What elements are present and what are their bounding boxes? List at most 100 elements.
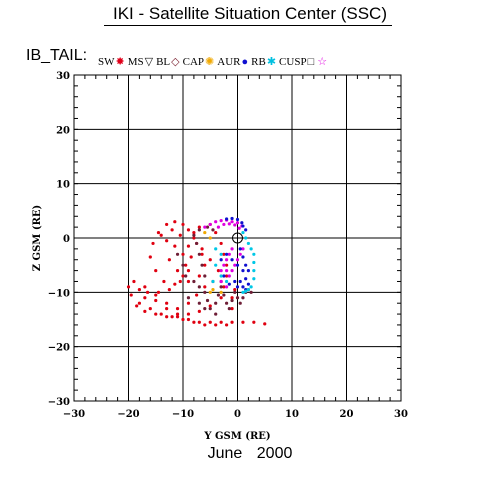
data-point-sw: [203, 323, 207, 327]
data-point-rb: [252, 260, 256, 265]
y-tick-label: 0: [63, 234, 70, 245]
data-point-sw: [214, 230, 218, 235]
data-point-aur: [240, 221, 244, 225]
data-point-mp: [219, 279, 223, 284]
data-point-bl: [197, 285, 201, 289]
y-axis-label: Z GSM (RE): [32, 205, 43, 272]
x-tick-label: −20: [117, 409, 139, 420]
data-point-rb: [252, 269, 256, 273]
data-point-sw: [143, 296, 147, 300]
data-point-sw: [192, 230, 196, 235]
data-point-aur: [241, 285, 245, 289]
data-point-bl: [205, 298, 210, 303]
data-point-sw: [126, 285, 131, 289]
data-point-mp: [227, 252, 231, 256]
date-caption: June 2000: [207, 445, 293, 462]
x-tick-label: 20: [340, 409, 354, 420]
data-point-sw: [192, 320, 196, 324]
data-point-rb: [249, 285, 253, 289]
data-point-sw: [252, 320, 256, 324]
data-point-sw: [175, 269, 180, 273]
legend-label-cap: CAP: [182, 55, 205, 68]
data-point-mp: [222, 263, 226, 267]
data-point-sw: [148, 255, 152, 259]
data-point-sw: [137, 288, 141, 292]
data-point-rb: [244, 236, 248, 240]
data-point-mp: [230, 247, 234, 251]
data-point-aur: [235, 217, 240, 222]
x-tick-label: −30: [63, 409, 85, 420]
star-icon: ✸: [115, 56, 125, 68]
data-point-sw: [225, 263, 229, 267]
data-point-sw: [129, 293, 133, 297]
data-point-bl: [216, 293, 221, 297]
data-point-sw: [219, 296, 223, 300]
data-point-sw: [230, 296, 234, 300]
data-point-sw: [197, 225, 201, 229]
data-point-rb: [219, 252, 223, 256]
data-point-sw: [184, 263, 188, 267]
data-point-sw: [241, 320, 245, 324]
data-point-sw: [165, 239, 169, 243]
data-point-sw: [233, 288, 237, 292]
data-point-sw: [173, 220, 177, 224]
data-point-bl: [205, 225, 210, 229]
data-point-rb: [244, 289, 248, 293]
data-point-sw: [156, 290, 161, 294]
data-point-aur: [219, 258, 223, 262]
x-tick-label: −10: [172, 409, 194, 420]
data-point-bl: [222, 293, 226, 297]
data-point-sw: [154, 269, 158, 273]
x-tick-label: 30: [394, 409, 408, 420]
data-point-sw: [159, 312, 163, 316]
data-point-sw: [132, 279, 136, 284]
legend-label-bl: BL: [156, 55, 171, 68]
x-tick-label: 10: [285, 409, 299, 420]
title-underline: [104, 25, 392, 26]
data-point-rb: [219, 274, 223, 278]
data-point-sw: [219, 241, 223, 246]
data-point-sw: [137, 301, 141, 305]
data-point-bl: [233, 290, 237, 294]
sun-icon: ✺: [205, 56, 215, 68]
data-point-mp: [238, 252, 242, 256]
data-point-sw: [200, 247, 204, 251]
x-tick-label: 0: [234, 409, 241, 420]
data-point-sw: [170, 228, 174, 232]
data-point-mp: [225, 258, 229, 262]
data-point-mp: [230, 220, 234, 224]
data-point-rb: [252, 252, 256, 256]
data-point-bl: [238, 301, 242, 305]
data-point-aur: [244, 228, 248, 232]
data-point-bl: [203, 290, 207, 294]
data-point-mp: [225, 285, 229, 289]
data-point-rb: [214, 247, 218, 251]
data-point-mp: [219, 269, 223, 273]
data-point-mp: [216, 225, 221, 229]
square-icon: □: [307, 55, 315, 68]
data-point-bl: [203, 274, 207, 278]
data-point-sw: [165, 301, 169, 305]
data-point-rb: [252, 277, 256, 281]
data-point-mp: [208, 222, 212, 227]
data-point-sw: [197, 320, 201, 324]
data-point-bl: [219, 285, 223, 289]
data-point-cap: [203, 230, 207, 235]
data-point-sw: [175, 307, 180, 311]
data-point-bl: [208, 307, 212, 311]
data-point-sw: [186, 244, 191, 248]
data-point-sw: [192, 236, 196, 240]
data-point-rb: [246, 288, 250, 292]
data-point-sw: [181, 222, 185, 227]
data-point-aur: [246, 282, 250, 286]
data-point-sw: [216, 269, 221, 273]
data-point-aur: [241, 269, 245, 273]
data-point-mp: [235, 258, 240, 262]
data-point-sw: [263, 322, 267, 326]
data-point-sw: [145, 290, 150, 294]
data-point-sw: [178, 233, 182, 237]
data-point-bl: [184, 274, 188, 278]
data-point-aur: [238, 279, 242, 284]
data-point-mp: [237, 226, 241, 230]
legend-label-ms: MS: [127, 55, 144, 68]
